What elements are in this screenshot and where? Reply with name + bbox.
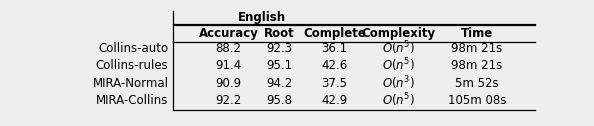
Text: Complexity: Complexity — [362, 27, 436, 40]
Text: 37.5: 37.5 — [321, 76, 347, 90]
Text: 98m 21s: 98m 21s — [451, 42, 503, 55]
Text: 90.9: 90.9 — [216, 76, 242, 90]
Text: Root: Root — [264, 27, 295, 40]
Text: 105m 08s: 105m 08s — [448, 94, 506, 107]
Text: Collins-rules: Collins-rules — [96, 59, 169, 72]
Text: 42.6: 42.6 — [321, 59, 347, 72]
Text: Time: Time — [461, 27, 493, 40]
Text: 98m 21s: 98m 21s — [451, 59, 503, 72]
Text: 5m 52s: 5m 52s — [455, 76, 499, 90]
Text: $O(n^5)$: $O(n^5)$ — [383, 39, 415, 57]
Text: 36.1: 36.1 — [321, 42, 347, 55]
Text: $O(n^3)$: $O(n^3)$ — [383, 74, 415, 92]
Text: Complete: Complete — [303, 27, 366, 40]
Text: 95.1: 95.1 — [266, 59, 292, 72]
Text: 88.2: 88.2 — [216, 42, 242, 55]
Text: 92.3: 92.3 — [266, 42, 292, 55]
Text: $O(n^5)$: $O(n^5)$ — [383, 92, 415, 109]
Text: $O(n^5)$: $O(n^5)$ — [383, 57, 415, 74]
Text: 42.9: 42.9 — [321, 94, 347, 107]
Text: 94.2: 94.2 — [266, 76, 292, 90]
Text: 91.4: 91.4 — [216, 59, 242, 72]
Text: 92.2: 92.2 — [216, 94, 242, 107]
Text: MIRA-Collins: MIRA-Collins — [96, 94, 169, 107]
Text: English: English — [238, 11, 286, 24]
Text: MIRA-Normal: MIRA-Normal — [93, 76, 169, 90]
Text: 95.8: 95.8 — [266, 94, 292, 107]
Text: Collins-auto: Collins-auto — [99, 42, 169, 55]
Text: Accuracy: Accuracy — [198, 27, 258, 40]
